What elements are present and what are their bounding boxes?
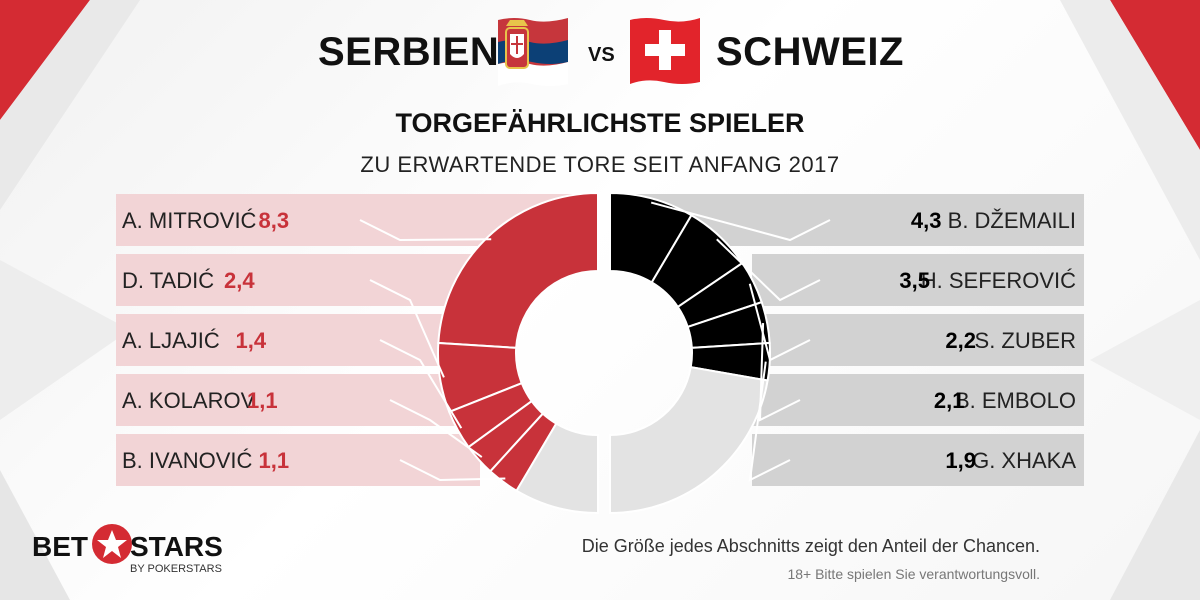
chart-title: TORGEFÄHRLICHSTE SPIELER (395, 108, 805, 138)
serbia-leader-line (369, 279, 445, 378)
switzerland-leader-line (650, 201, 831, 242)
switzerland-player-name: B. DŽEMAILI (948, 208, 1076, 233)
serbia-leader-line (359, 219, 492, 242)
switzerland-leader-line (748, 361, 791, 482)
serbia-player-value: 1,1 (247, 388, 278, 413)
serbia-leader-line (379, 339, 463, 429)
logo-text-bet: BET (32, 531, 88, 562)
switzerland-player-name: H. SEFEROVIĆ (921, 268, 1076, 293)
serbia-player-name: A. MITROVIĆ (122, 208, 257, 233)
serbia-row-panel (116, 374, 480, 426)
chart-subtitle: ZU ERWARTENDE TORE SEIT ANFANG 2017 (360, 152, 840, 177)
switzerland-remainder-segment (609, 365, 769, 515)
switzerland-row-panel (752, 374, 1084, 426)
serbia-player-value: 2,4 (224, 268, 255, 293)
serbia-flag-icon (498, 18, 568, 86)
switzerland-leader-line (716, 238, 821, 302)
switzerland-player-name: B. EMBOLO (955, 388, 1076, 413)
disclaimer: 18+ Bitte spielen Sie verantwortungsvoll… (787, 566, 1040, 582)
serbia-player-name: B. IVANOVIĆ (122, 448, 253, 473)
switzerland-row-panel (752, 254, 1084, 306)
team-b-name: SCHWEIZ (716, 30, 904, 74)
star-logo-icon (92, 524, 132, 564)
switzerland-player-value: 4,3 (911, 208, 942, 233)
switzerland-player-name: S. ZUBER (975, 328, 1076, 353)
serbia-player-name: D. TADIĆ (122, 268, 214, 293)
serbia-remainder-segment (515, 422, 599, 515)
serbia-leader-line (399, 459, 506, 482)
switzerland-row-panel (752, 434, 1084, 486)
logo-subtext: BY POKERSTARS (130, 563, 222, 575)
serbia-player-name: A. KOLAROV (122, 388, 256, 413)
switzerland-leader-line (758, 323, 801, 422)
serbia-leader-line (389, 399, 483, 458)
switzerland-player-value: 2,2 (945, 328, 976, 353)
team-a-name: SERBIEN (318, 30, 500, 74)
switzerland-leader-line (748, 283, 811, 362)
serbia-player-value: 1,4 (236, 328, 267, 353)
switzerland-player-name: G. XHAKA (972, 448, 1076, 473)
serbia-player-name: A. LJAJIĆ (122, 328, 220, 353)
serbia-row-panel (116, 254, 480, 306)
footnote: Die Größe jedes Abschnitts zeigt den Ant… (581, 536, 1040, 556)
logo-text-stars: STARS (130, 531, 223, 562)
serbia-segment-1 (437, 191, 599, 349)
switzerland-row-panel (752, 314, 1084, 366)
switzerland-player-value: 2,1 (934, 388, 965, 413)
switzerland-player-value: 3,5 (899, 268, 930, 293)
serbia-player-value: 8,3 (259, 208, 290, 233)
serbia-row-panel (116, 434, 480, 486)
serbia-player-value: 1,1 (259, 448, 290, 473)
versus-label: VS (588, 44, 615, 66)
switzerland-player-value: 1,9 (945, 448, 976, 473)
switzerland-flag-icon (630, 18, 700, 84)
